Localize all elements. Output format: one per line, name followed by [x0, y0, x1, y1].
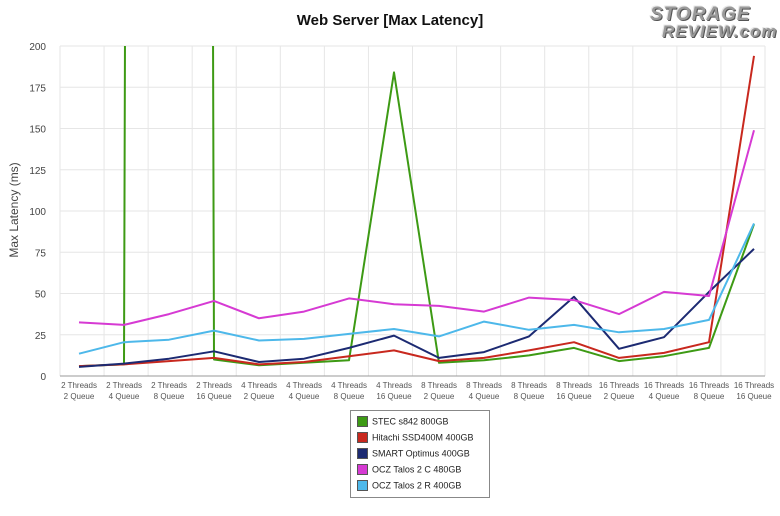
series-line-0: [78, 46, 755, 368]
x-tick-label: 16 Threads: [734, 381, 774, 390]
legend-swatch: [357, 464, 368, 476]
y-tick-label: 100: [29, 207, 46, 218]
legend-swatch: [357, 448, 368, 460]
y-tick-label: 200: [29, 42, 46, 53]
gridlines: [59, 45, 766, 377]
x-tick-label: 4 Queue: [649, 392, 680, 401]
legend-swatch: [357, 480, 368, 492]
x-tick-label: 16 Threads: [599, 381, 639, 390]
y-tick-label: 150: [29, 125, 46, 136]
x-tick-label: 4 Queue: [289, 392, 320, 401]
y-axis-label: Max Latency (ms): [7, 162, 21, 257]
legend: STEC s842 800GB Hitachi SSD400M 400GB SMAR…: [350, 410, 490, 498]
series-line-3: [78, 129, 755, 326]
x-tick-label: 4 Threads: [331, 381, 367, 390]
x-tick-label: 4 Threads: [376, 381, 412, 390]
series-line-4: [78, 222, 755, 355]
x-tick-label: 2 Threads: [106, 381, 142, 390]
x-tick-label: 2 Queue: [244, 392, 275, 401]
legend-label: STEC s842 800GB: [372, 416, 449, 427]
y-tick-label: 25: [35, 331, 47, 342]
x-tick-label: 16 Queue: [196, 392, 232, 401]
axes: 0 25 50 75 100 125 150 175 200 2 Threads 2 Queue 2 …: [29, 42, 774, 401]
series-line-2: [78, 248, 755, 368]
y-tick-label: 175: [29, 83, 46, 94]
y-tick-label: 50: [35, 290, 47, 301]
chart-title: Web Server [Max Latency]: [296, 12, 484, 29]
x-tick-label: 8 Queue: [514, 392, 545, 401]
y-tick-label: 0: [40, 372, 46, 383]
legend-swatch: [357, 432, 368, 444]
legend-item: OCZ Talos 2 C 480GB: [357, 464, 461, 478]
x-tick-label: 2 Threads: [196, 381, 232, 390]
logo-line-1: STORAGE: [650, 4, 751, 25]
logo-line-2: REVIEW.com: [662, 22, 778, 41]
x-tick-label: 4 Threads: [241, 381, 277, 390]
storage-review-logo: STORAGE REVIEW.com: [600, 4, 776, 44]
x-tick-label: 2 Queue: [424, 392, 455, 401]
x-tick-label: 4 Threads: [286, 381, 322, 390]
x-tick-label: 2 Queue: [604, 392, 635, 401]
series-line-1: [78, 55, 755, 368]
legend-item: SMART Optimus 400GB: [357, 448, 470, 462]
legend-item: Hitachi SSD400M 400GB: [357, 432, 474, 446]
legend-item: OCZ Talos 2 R 400GB: [357, 480, 461, 494]
series-lines: [78, 46, 755, 368]
x-tick-label: 8 Threads: [466, 381, 502, 390]
y-tick-label: 75: [35, 248, 47, 259]
x-tick-label: 4 Queue: [109, 392, 140, 401]
x-tick-label: 8 Queue: [694, 392, 725, 401]
x-tick-label: 16 Threads: [689, 381, 729, 390]
x-tick-label: 4 Queue: [469, 392, 500, 401]
x-tick-label: 8 Queue: [154, 392, 185, 401]
x-tick-label: 16 Queue: [556, 392, 592, 401]
x-tick-label: 8 Threads: [556, 381, 592, 390]
x-tick-label: 2 Queue: [64, 392, 95, 401]
x-tick-label: 2 Threads: [151, 381, 187, 390]
x-tick-label: 16 Queue: [736, 392, 772, 401]
x-tick-label: 2 Threads: [61, 381, 97, 390]
x-tick-label: 8 Threads: [421, 381, 457, 390]
legend-label: SMART Optimus 400GB: [372, 448, 470, 459]
legend-swatch: [357, 416, 368, 428]
y-tick-label: 125: [29, 166, 46, 177]
x-tick-label: 8 Queue: [334, 392, 365, 401]
legend-label: Hitachi SSD400M 400GB: [372, 432, 474, 443]
legend-label: OCZ Talos 2 C 480GB: [372, 464, 462, 475]
x-tick-label: 16 Threads: [644, 381, 684, 390]
legend-item: STEC s842 800GB: [357, 416, 449, 430]
x-tick-label: 16 Queue: [376, 392, 412, 401]
x-tick-label: 8 Threads: [511, 381, 547, 390]
legend-label: OCZ Talos 2 R 400GB: [372, 480, 462, 491]
